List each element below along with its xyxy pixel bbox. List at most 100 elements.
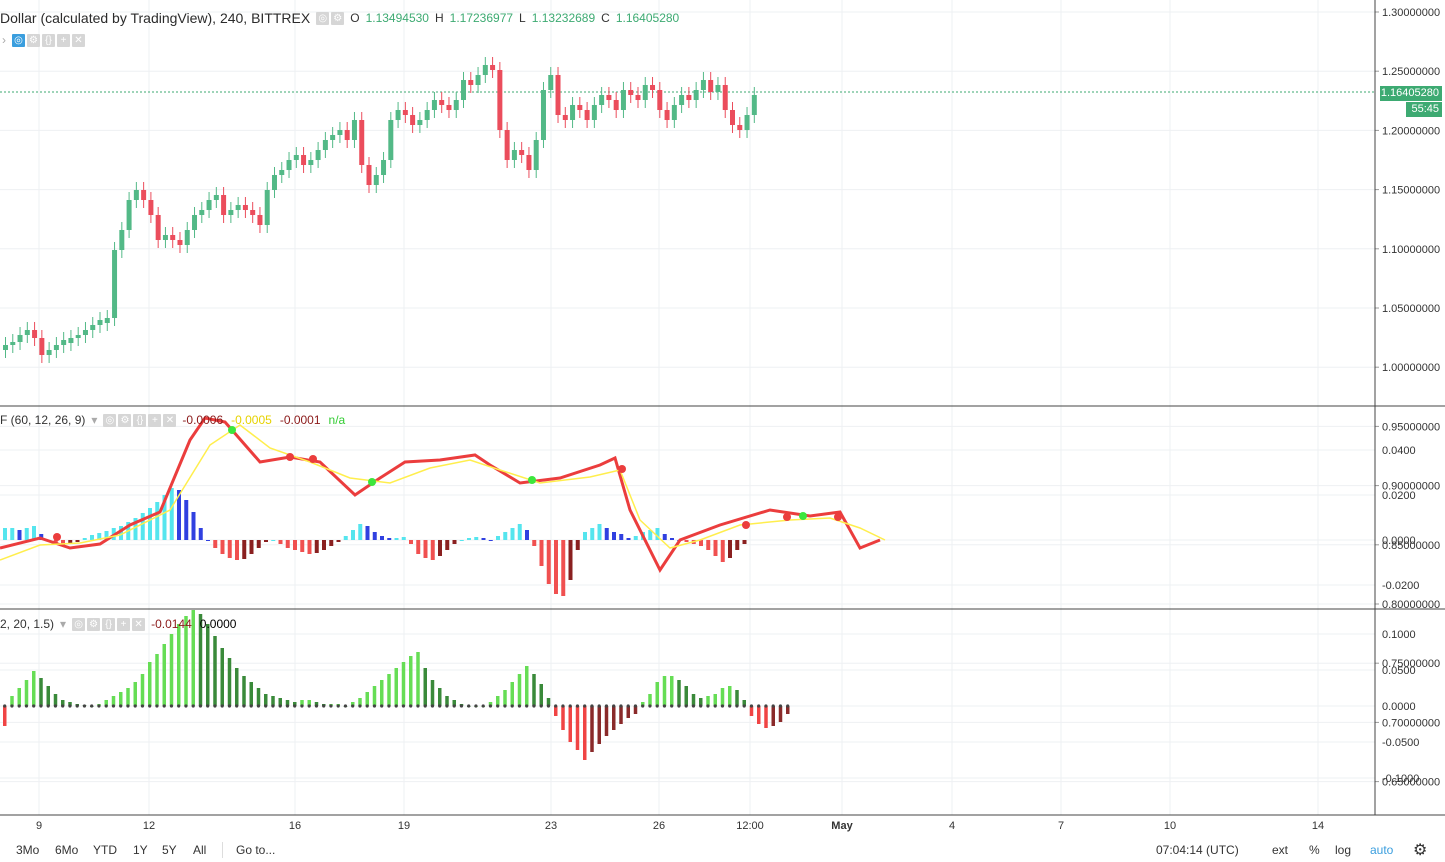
goto-button[interactable]: Go to... (236, 843, 276, 857)
gear-icon[interactable]: ⚙ (331, 11, 345, 25)
gear-icon[interactable]: ⚙ (27, 33, 40, 47)
chevron-down-icon[interactable]: ▾ (60, 617, 67, 631)
auto-toggle[interactable]: auto (1370, 843, 1394, 857)
indicator-bar (249, 682, 253, 706)
zero-dot (561, 704, 565, 708)
gear-icon[interactable]: ⚙ (118, 413, 132, 427)
candle-body (271, 175, 277, 190)
zero-dot (17, 704, 21, 708)
collapse-icon[interactable]: › (2, 33, 6, 47)
zero-dot (452, 704, 456, 708)
range-ytd[interactable]: YTD (93, 843, 117, 857)
indicator-controls[interactable]: ◎ ⚙{} + ✕ (72, 617, 146, 631)
indicator-bar (46, 686, 50, 706)
indicator-bar (104, 700, 108, 706)
candle-body (446, 105, 452, 110)
braces-icon[interactable]: {} (133, 413, 147, 427)
candle-body (591, 105, 597, 120)
macd-histogram-bar (155, 502, 160, 540)
range-all[interactable]: All (193, 843, 207, 857)
macd-histogram-bar (409, 540, 413, 544)
close-icon[interactable]: ✕ (132, 617, 146, 631)
macd-controls[interactable]: ◎ ⚙{} + ✕ (103, 413, 177, 427)
braces-icon[interactable]: {} (102, 617, 116, 631)
indicator-bar (242, 676, 246, 706)
legend-controls[interactable]: ◎ ⚙ (316, 11, 345, 25)
braces-icon[interactable]: {} (42, 33, 55, 47)
indicator-bar (532, 674, 536, 706)
close-icon[interactable]: ✕ (163, 413, 177, 427)
macd-histogram-bar (380, 536, 384, 540)
candle-body (184, 230, 190, 245)
eye-icon[interactable]: ◎ (316, 11, 330, 25)
range-3mo[interactable]: 3Mo (16, 843, 40, 857)
cross-marker (528, 476, 536, 484)
range-6mo[interactable]: 6Mo (55, 843, 79, 857)
zero-dot (778, 704, 783, 708)
plus-icon[interactable]: + (148, 413, 162, 427)
candle-body (431, 100, 437, 110)
eye-icon[interactable]: ◎ (12, 33, 25, 47)
range-1y[interactable]: 1Y (133, 843, 148, 857)
candle-body (133, 190, 139, 200)
macd-histogram-bar (612, 532, 616, 540)
percent-toggle[interactable]: % (1309, 843, 1320, 857)
candle-body (599, 95, 605, 105)
study-controls[interactable]: ◎ ⚙{} + ✕ (12, 33, 85, 47)
macd-histogram-bar (713, 540, 718, 556)
zero-dot (691, 704, 696, 708)
zero-dot (467, 704, 471, 708)
candle-body (664, 110, 670, 120)
candle-body (322, 140, 328, 150)
gear-icon[interactable]: ⚙ (1413, 842, 1428, 859)
eye-icon[interactable]: ◎ (72, 617, 86, 631)
macd-histogram-bar (90, 535, 94, 540)
indicator-bar (53, 694, 58, 706)
zero-dot (590, 704, 594, 708)
zero-dot (474, 704, 478, 708)
indicator-bar (358, 698, 362, 706)
indicator-bar (662, 676, 667, 706)
candle-body (679, 95, 685, 105)
candle-body (642, 85, 648, 100)
zero-dot (249, 704, 253, 708)
indicator-bar (778, 706, 783, 722)
cross-marker (228, 426, 236, 434)
macd-histogram-bar (706, 540, 711, 550)
utc-clock[interactable]: 07:04:14 (UTC) (1156, 843, 1239, 857)
zero-dot (39, 704, 43, 708)
candle-body (119, 230, 125, 250)
range-5y[interactable]: 5Y (162, 843, 177, 857)
macd-histogram-bar (561, 540, 566, 596)
candle-body (46, 350, 52, 355)
indicator-title: 2, 20, 1.5) (0, 617, 55, 631)
indicator-bar (438, 688, 442, 706)
macd-histogram-bar (220, 540, 225, 554)
macd-histogram-bar (684, 540, 689, 542)
indicator-bar (227, 658, 232, 706)
gear-icon[interactable]: ⚙ (87, 617, 101, 631)
candle-body (475, 75, 481, 85)
macd-value-0: -0.0006 (182, 413, 224, 427)
eye-icon[interactable]: ◎ (103, 413, 117, 427)
zero-dot (401, 704, 406, 708)
macd-histogram-bar (10, 528, 15, 540)
zero-dot (735, 704, 739, 708)
indicator-bar (597, 706, 601, 744)
time-tick-label: 26 (653, 820, 665, 832)
log-toggle[interactable]: log (1335, 843, 1352, 857)
plus-icon[interactable]: + (57, 33, 70, 47)
price-axis-label: 0.95000000 (1382, 421, 1440, 433)
close-icon[interactable]: ✕ (72, 33, 85, 47)
chart-area[interactable]: 9 12 16 19 23 26 12:00 May 4 7 10 14 1.30000000 1.250… (0, 0, 1445, 838)
plus-icon[interactable]: + (117, 617, 131, 631)
indicator-bar (119, 692, 123, 706)
ext-toggle[interactable]: ext (1272, 843, 1289, 857)
zero-dot (409, 704, 413, 708)
low-label: L (519, 11, 526, 25)
candle-body (213, 195, 219, 200)
candle-body (650, 85, 656, 90)
zero-dot (336, 704, 340, 708)
macd-histogram-bar (169, 488, 174, 540)
chevron-down-icon[interactable]: ▾ (91, 413, 98, 427)
